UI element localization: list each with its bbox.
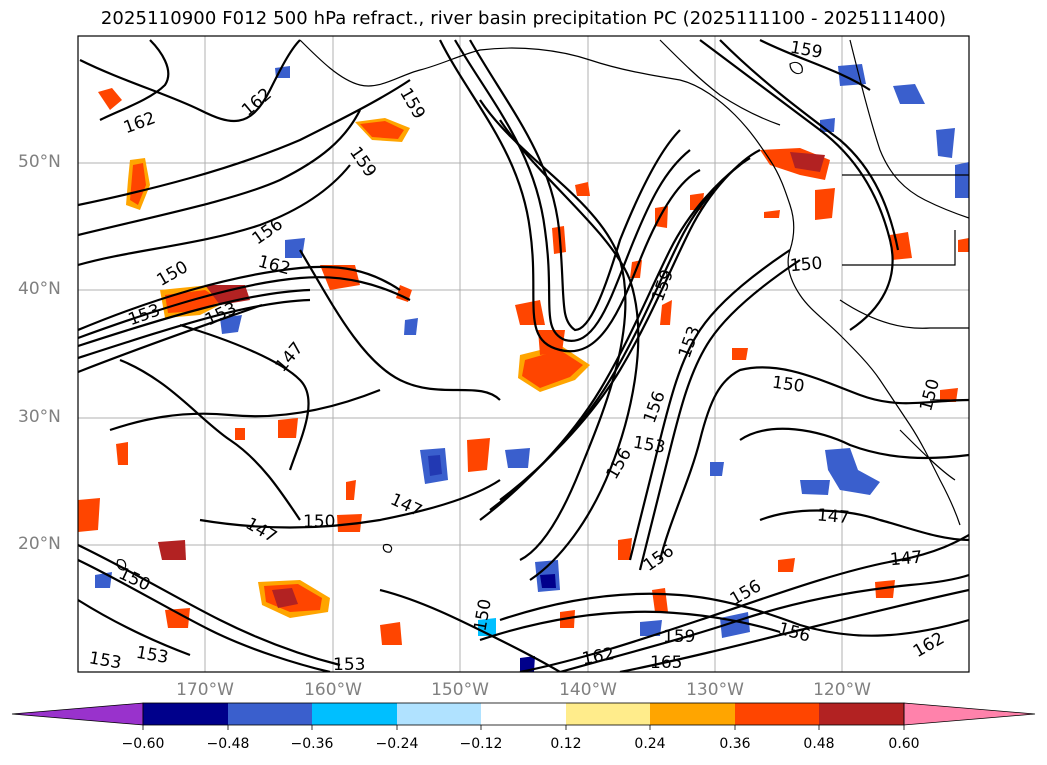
colorbar-tick-label: 0.36 (719, 736, 751, 752)
lon-label: 150°W (431, 680, 489, 700)
contour-label: 159 (663, 627, 695, 647)
colorbar-tick-label: 0.24 (634, 736, 666, 752)
contour-label: 147 (889, 548, 923, 571)
colorbar-tick-label: −0.60 (121, 736, 165, 752)
lat-label: 20°N (18, 534, 61, 554)
map-gridlines (78, 36, 969, 672)
contour-label: 147 (816, 505, 850, 528)
colorbar-tick-label: 0.60 (888, 736, 920, 752)
lat-label: 50°N (18, 152, 61, 172)
contour-label: 150 (789, 254, 823, 277)
lon-label: 130°W (686, 680, 744, 700)
lat-label: 40°N (18, 279, 61, 299)
colorbar-tick-label: −0.12 (459, 736, 503, 752)
contour-label: 150 (771, 373, 806, 397)
colorbar-tick-label: −0.36 (290, 736, 334, 752)
colorbar-extend-max (903, 702, 1036, 726)
colorbar-tick-label: −0.24 (375, 736, 419, 752)
precipitation-shading (78, 64, 969, 672)
lon-label: 120°W (813, 680, 871, 700)
coastlines (299, 39, 969, 526)
map-title: 2025110900 F012 500 hPa refract., river … (100, 8, 947, 29)
colorbar-tick-label: 0.48 (803, 736, 835, 752)
lat-label: 30°N (18, 407, 61, 427)
map-plot-area (78, 36, 969, 672)
map-frame (77, 35, 970, 673)
colorbar-tick-label: −0.48 (206, 736, 250, 752)
lon-label: 140°W (559, 680, 617, 700)
refractivity-contours (78, 39, 969, 672)
colorbar (11, 702, 1036, 730)
contour-label: 153 (333, 655, 365, 675)
contour-label: 165 (650, 653, 682, 673)
lon-label: 160°W (304, 680, 362, 700)
lon-label: 170°W (176, 680, 234, 700)
colorbar-tick-label: 0.12 (550, 736, 582, 752)
contour-label: 150 (303, 512, 335, 532)
colorbar-extend-min (11, 702, 144, 726)
